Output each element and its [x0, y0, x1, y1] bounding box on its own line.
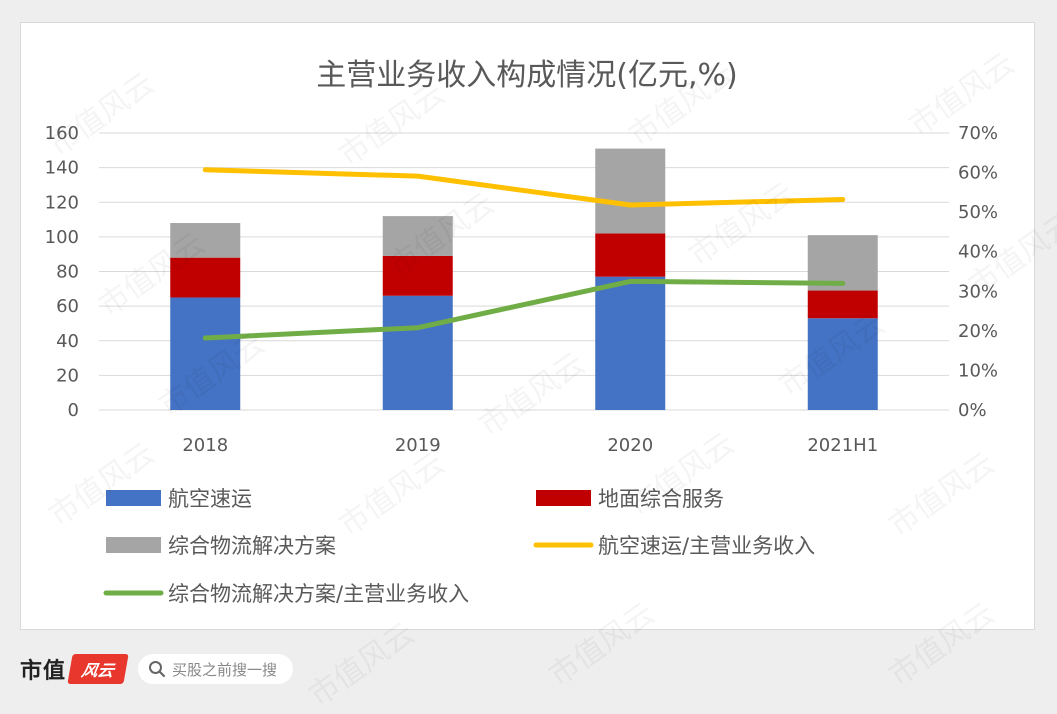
y-tick-label: 40: [56, 331, 79, 352]
brand-logo: 风云: [67, 654, 129, 684]
legend-label: 地面综合服务: [598, 487, 724, 511]
y-tick-label: 0: [68, 400, 79, 421]
y2-tick-label: 30%: [958, 281, 998, 302]
bar-segment-1: [382, 295, 453, 410]
series-line-2: [202, 278, 846, 341]
legend-label: 航空速运/主营业务收入: [598, 534, 815, 558]
y-tick-label: 140: [45, 158, 79, 179]
y2-tick-label: 40%: [958, 242, 998, 263]
bar-segment-1: [170, 297, 241, 410]
chart: 主营业务收入构成情况(亿元,%) 0 20 40 60 80 100 120 140 160 0% 1…: [45, 58, 998, 606]
y-tick-label: 80: [56, 262, 79, 283]
chart-title: 主营业务收入构成情况(亿元,%): [316, 58, 737, 93]
chart-card: 主营业务收入构成情况(亿元,%) 0 20 40 60 80 100 120 140 160 0% 1…: [20, 22, 1035, 630]
bar-segment-1: [595, 276, 666, 410]
legend-swatch: [536, 490, 591, 506]
x-tick-label: 2020: [607, 435, 653, 456]
x-tick-label: 2021H1: [807, 435, 878, 456]
y-tick-label: 60: [56, 296, 79, 317]
bar-segment-2: [382, 255, 453, 296]
bar-segment-3: [382, 216, 453, 256]
legend-label: 综合物流解决方案: [168, 534, 336, 558]
x-tick-label: 2018: [182, 435, 228, 456]
legend-label: 综合物流解决方案/主营业务收入: [168, 582, 469, 606]
bar-segment-2: [595, 233, 666, 277]
y2-tick-label: 10%: [958, 360, 998, 381]
y-tick-label: 120: [45, 192, 79, 213]
footer-bar: 市值 风云 买股之前搜一搜: [20, 646, 294, 692]
bar-segment-3: [170, 223, 241, 258]
y2-tick-label: 50%: [958, 202, 998, 223]
y2-tick-label: 70%: [958, 123, 998, 144]
brand-logo-text: 风云: [80, 661, 116, 680]
search-placeholder: 买股之前搜一搜: [172, 660, 278, 679]
y-tick-label: 160: [45, 123, 79, 144]
search-box[interactable]: 买股之前搜一搜: [138, 654, 294, 684]
bar-segment-2: [170, 257, 241, 298]
y2-tick-label: 20%: [958, 321, 998, 342]
bar-segment-3: [595, 148, 666, 234]
series-line-1: [202, 167, 846, 208]
y-tick-label: 100: [45, 227, 79, 248]
x-tick-label: 2019: [395, 435, 441, 456]
legend-label: 航空速运: [168, 487, 252, 511]
y2-tick-label: 60%: [958, 163, 998, 184]
legend-swatch: [106, 490, 161, 506]
y-tick-label: 20: [56, 365, 79, 386]
bar-segment-2: [807, 290, 878, 319]
brand-name: 市值: [20, 659, 67, 684]
search-icon: [149, 661, 166, 678]
y2-tick-label: 0%: [958, 400, 987, 421]
bar-segment-1: [807, 318, 878, 410]
legend-swatch: [106, 537, 161, 553]
